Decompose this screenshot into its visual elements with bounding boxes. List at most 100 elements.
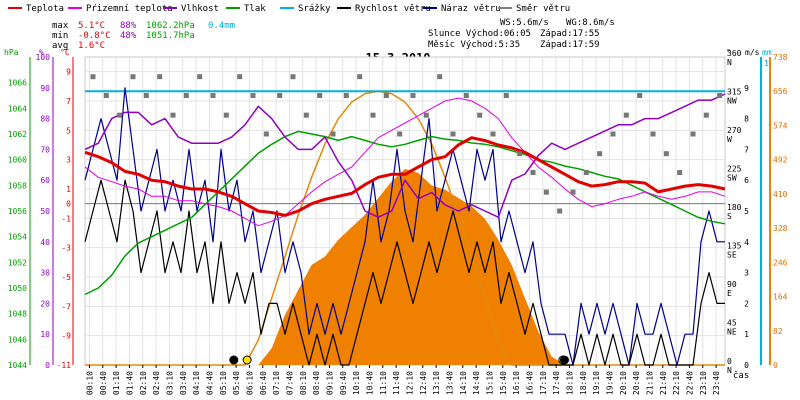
wind-dir-marker (663, 151, 669, 157)
axis-temp-tick: 7 (66, 97, 71, 106)
axis-dir-tick: 225 (727, 165, 742, 174)
wind-dir-marker (410, 93, 416, 98)
humidity-line (84, 93, 726, 218)
x-tick-label: 13:10 (432, 371, 441, 395)
x-tick-label: 06:40 (259, 371, 268, 395)
wind-dir-marker (317, 93, 323, 98)
wind-dir-marker (703, 112, 709, 118)
x-tick-label: 18:40 (579, 371, 588, 395)
axis-dir-label: ° (726, 48, 731, 57)
axis-hpa-tick: 1054 (8, 233, 27, 242)
x-tick-label: 11:40 (392, 371, 401, 395)
axis-dir-tick: 90 (727, 280, 737, 289)
x-tick-label: 14:10 (459, 371, 468, 395)
wind-dir-marker (303, 112, 309, 118)
wind-dir-marker (583, 170, 589, 175)
info-sun-set: Západ:17:55 (540, 29, 600, 39)
info-sun: Slunce Východ:06:05 (428, 29, 531, 39)
legend-label: Vlhkost (181, 4, 219, 14)
stats-min-label: min (52, 31, 68, 41)
stats-avg-temp: 1.6°C (78, 41, 105, 51)
x-tick-label: 04:40 (205, 371, 214, 395)
wind-dir-marker (637, 93, 643, 98)
wind-dir-marker (90, 74, 96, 80)
axis-wind-tick: 2 (744, 299, 749, 308)
x-tick-label: 17:40 (552, 371, 561, 395)
axis-solar-tick: 738 (773, 53, 788, 62)
x-tick-label: 07:10 (272, 371, 281, 395)
wind-dir-marker (557, 208, 563, 214)
axis-hpa-tick: 1052 (8, 258, 27, 267)
x-tick-label: 19:40 (605, 371, 614, 395)
axis-temp-tick: -7 (61, 302, 71, 311)
x-tick-label: 16:10 (512, 371, 521, 395)
axis-temp-tick: -1 (61, 214, 71, 223)
x-tick-label: 21:10 (645, 371, 654, 395)
axis-hum-tick: 20 (40, 299, 50, 308)
x-tick-label: 15:10 (485, 371, 494, 395)
x-tick-label: 04:10 (192, 371, 201, 395)
axis-solar-tick: 164 (773, 293, 788, 302)
axis-hpa-tick: 1062 (8, 130, 27, 139)
axis-hpa-tick: 1066 (8, 79, 27, 88)
x-tick-label: 23:10 (699, 371, 708, 395)
info-moon-set: Západ:17:59 (540, 40, 600, 50)
wind-dir-marker (650, 131, 656, 137)
axis-wind-tick: 0 (744, 361, 749, 370)
wind-dir-marker (250, 93, 256, 98)
stats-min-temp: -0.8°C (78, 31, 111, 41)
wind-dir-marker (530, 170, 536, 175)
pressure-line (84, 130, 726, 296)
axis-rain-tick: 1 (764, 59, 769, 68)
axis-temp-tick: -11 (57, 361, 72, 370)
axis-wind-tick: 5 (744, 207, 749, 216)
legend: Teplota Pŕizemní teplota Vlhkost Tlak Srážky… (8, 4, 570, 14)
moon-set-marker (559, 355, 569, 365)
axis-dir-letter: NE (727, 328, 737, 337)
moon-rise-marker (229, 355, 239, 365)
info-wg: WG:8.6m/s (566, 18, 615, 28)
axis-hpa-tick: 1064 (8, 104, 27, 113)
wind-dir-marker (290, 74, 296, 80)
x-tick-label: 09:10 (325, 371, 334, 395)
x-tick-label: 02:10 (139, 371, 148, 395)
wind-speed-line (84, 179, 725, 366)
wind-dir-marker (157, 74, 163, 80)
stats-rain: 0.4mm (208, 21, 235, 31)
x-tick-label: 00:10 (85, 371, 94, 395)
axis-wind-tick: 1 (744, 330, 749, 339)
x-tick-label: 10:10 (352, 371, 361, 395)
stats-min-hum: 48% (120, 31, 137, 41)
axis-hpa-tick: 1058 (8, 181, 27, 190)
axis-solar-tick: 574 (773, 121, 788, 130)
wind-gust-line (84, 87, 725, 366)
axis-dir-tick: 270 (727, 126, 742, 135)
x-tick-label: 06:10 (245, 371, 254, 395)
axis-dir-letter: N (727, 366, 732, 375)
axis-dir-tick: 0 (727, 357, 732, 366)
legend-label: Pŕizemní teplota (86, 4, 173, 14)
wind-dir-marker (143, 93, 149, 98)
axis-dir-letter: S (727, 212, 732, 221)
axis-dir-tick: 135 (727, 242, 742, 251)
wind-dir-marker (183, 93, 189, 98)
x-tick-label: 07:40 (285, 371, 294, 395)
axis-dir-tick: 360 (727, 49, 742, 58)
wind-dir-marker (330, 131, 336, 137)
x-tick-label: 10:40 (365, 371, 374, 395)
wind-dir-marker (437, 74, 443, 80)
solar-clear-sky-line (85, 90, 725, 366)
x-tick-label: 20:10 (619, 371, 628, 395)
axis-hpa-tick: 1060 (8, 156, 27, 165)
axis-temp-tick: -9 (61, 332, 71, 341)
wind-dir-marker (690, 131, 696, 137)
stats-min-press: 1051.7hPa (146, 31, 195, 41)
solar-area (85, 168, 725, 365)
axis-hum-tick: 40 (40, 238, 50, 247)
stats-avg-label: avg (52, 41, 68, 51)
sun-rise-marker (242, 355, 252, 365)
wind-dir-marker (210, 93, 216, 98)
legend-label: Rychlost větru (355, 4, 431, 14)
axis-solar-tick: 246 (773, 258, 788, 267)
